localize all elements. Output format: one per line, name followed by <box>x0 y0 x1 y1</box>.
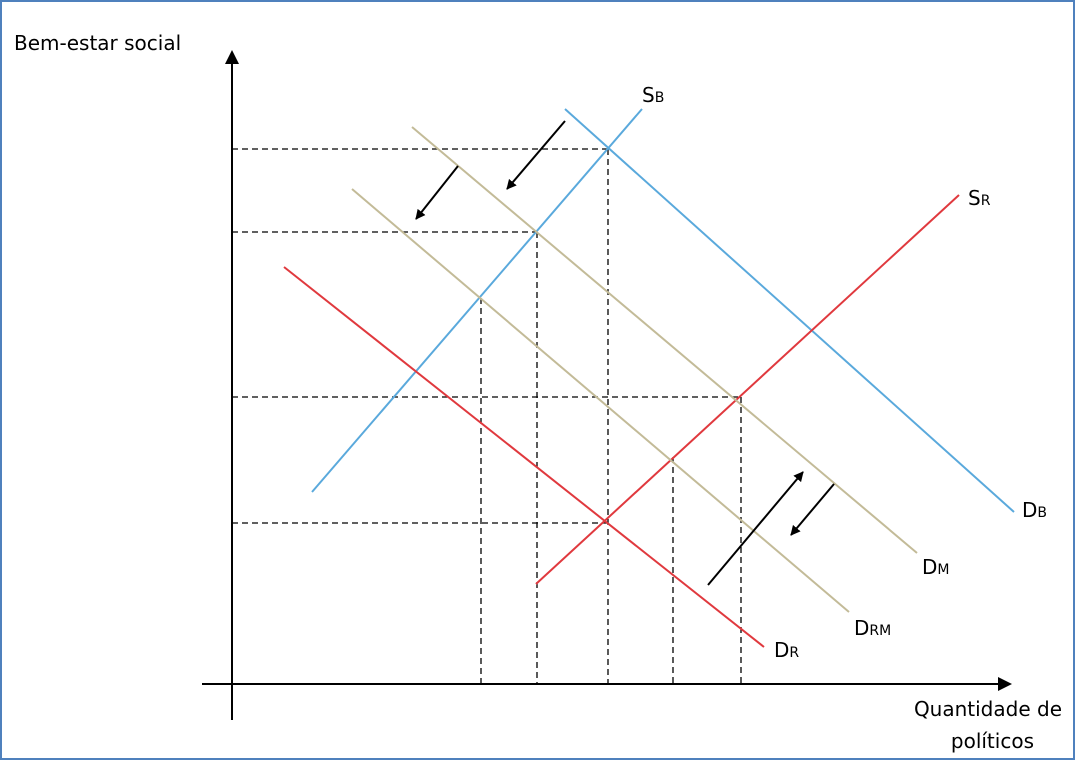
shift-arrow-dr-up <box>707 471 804 586</box>
demand-curve-db <box>564 108 1015 513</box>
curve-label-sr: SR <box>968 186 991 210</box>
demand-curve-dm <box>411 126 918 554</box>
demand-curve-drm <box>351 188 850 613</box>
curve-label-dr: DR <box>774 638 799 662</box>
x-axis-title-line2: políticos <box>951 729 1034 753</box>
shift-arrow-dm <box>506 120 566 190</box>
curves <box>283 108 1015 648</box>
supply-curve-sb <box>311 108 643 493</box>
curve-label-db: DB <box>1022 498 1047 522</box>
y-axis-title: Bem-estar social <box>14 31 181 55</box>
demand-curve-dr <box>283 266 765 648</box>
shift-arrow-drm <box>415 165 459 220</box>
dashed-guide-lines <box>232 148 742 684</box>
shift-arrow-dr-down <box>790 483 835 536</box>
axes <box>202 50 1012 720</box>
curve-label-drm: DRM <box>854 616 891 640</box>
curve-label-sb: SB <box>642 83 664 107</box>
curve-label-dm: DM <box>922 555 950 579</box>
x-axis-title-line1: Quantidade de <box>914 697 1062 721</box>
supply-curve-sr <box>535 194 960 585</box>
shift-arrows <box>415 120 835 586</box>
